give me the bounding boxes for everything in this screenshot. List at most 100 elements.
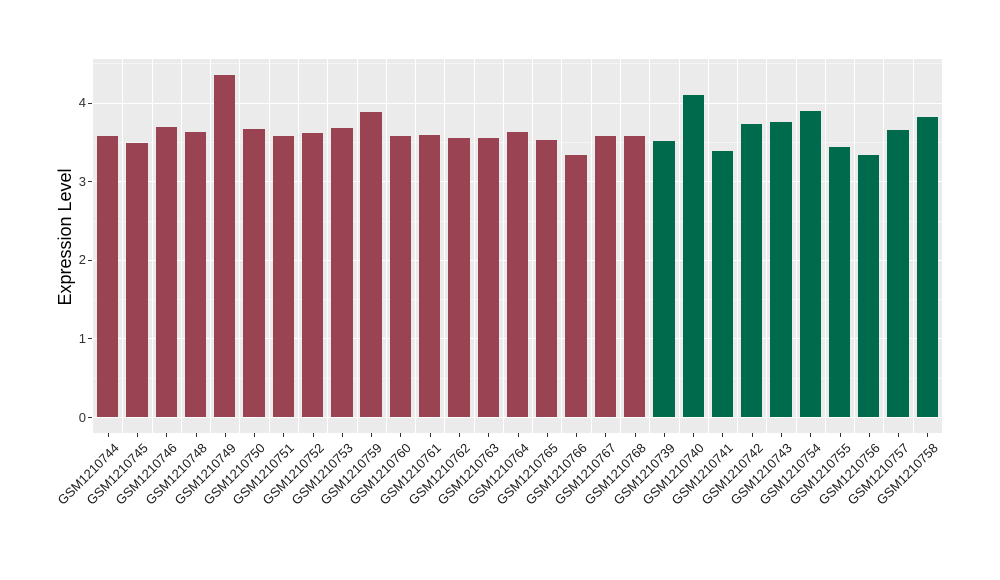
- bar-GSM1210768: [623, 136, 646, 417]
- vertical-gridline: [297, 59, 299, 433]
- bar-GSM1210757: [887, 130, 909, 417]
- x-tick-mark: [429, 433, 431, 437]
- vertical-gridline: [766, 59, 768, 433]
- y-tick-mark: [88, 417, 92, 418]
- bar-GSM1210755: [828, 147, 851, 417]
- x-tick-mark: [312, 433, 314, 437]
- major-gridline: [93, 417, 942, 418]
- x-tick-mark: [107, 433, 109, 437]
- x-tick-mark: [927, 433, 929, 437]
- y-tick-label: 4: [78, 95, 86, 111]
- x-tick-mark: [166, 433, 168, 437]
- vertical-gridline: [151, 59, 153, 433]
- x-tick-mark: [254, 433, 255, 437]
- x-tick-mark: [663, 433, 665, 437]
- vertical-gridline: [473, 59, 475, 433]
- vertical-gridline: [239, 59, 241, 433]
- bar-GSM1210745: [126, 142, 148, 417]
- x-tick-mark: [400, 433, 402, 437]
- vertical-gridline: [415, 59, 416, 433]
- bar-GSM1210761: [419, 134, 441, 417]
- vertical-gridline: [532, 59, 534, 433]
- vertical-gridline: [678, 59, 680, 433]
- x-tick-mark: [341, 433, 343, 437]
- vertical-gridline: [268, 59, 270, 433]
- vertical-gridline: [707, 59, 709, 433]
- vertical-gridline: [444, 59, 446, 433]
- x-tick-mark: [371, 433, 373, 437]
- bar-GSM1210751: [272, 135, 294, 417]
- vertical-gridline: [561, 59, 563, 433]
- y-tick-label: 3: [78, 173, 86, 189]
- vertical-gridline: [210, 59, 212, 433]
- y-tick-label: 0: [78, 409, 86, 425]
- vertical-gridline: [356, 59, 358, 433]
- bar-GSM1210759: [360, 112, 382, 417]
- bar-GSM1210743: [770, 122, 792, 418]
- bar-GSM1210767: [594, 135, 616, 417]
- x-tick-mark: [195, 433, 197, 437]
- x-tick-mark: [868, 433, 870, 437]
- vertical-gridline: [620, 59, 621, 433]
- bar-GSM1210765: [536, 140, 558, 417]
- bar-GSM1210742: [741, 123, 763, 417]
- x-tick-mark: [839, 433, 841, 437]
- x-tick-mark: [605, 433, 607, 437]
- x-tick-mark: [898, 433, 900, 437]
- x-tick-mark: [781, 433, 782, 437]
- bar-GSM1210740: [682, 94, 704, 417]
- bar-GSM1210753: [331, 127, 353, 417]
- x-tick-mark: [810, 433, 812, 437]
- bar-GSM1210763: [477, 138, 499, 417]
- x-tick-mark: [488, 433, 490, 437]
- x-tick-mark: [722, 433, 724, 437]
- y-tick-mark: [88, 102, 92, 104]
- x-tick-mark: [634, 433, 636, 437]
- bar-GSM1210752: [301, 133, 324, 417]
- vertical-gridline: [502, 59, 504, 433]
- minor-gridline: [93, 63, 942, 65]
- x-tick-mark: [224, 433, 226, 437]
- bar-GSM1210739: [653, 141, 675, 417]
- vertical-gridline: [883, 59, 885, 433]
- bar-GSM1210766: [565, 155, 587, 417]
- y-tick-mark: [88, 338, 92, 340]
- bar-GSM1210764: [506, 131, 529, 417]
- bar-GSM1210744: [97, 135, 119, 417]
- y-tick-mark: [88, 181, 92, 183]
- x-tick-mark: [546, 433, 548, 437]
- bar-GSM1210748: [184, 131, 207, 417]
- vertical-gridline: [180, 59, 182, 433]
- bar-GSM1210758: [916, 116, 939, 417]
- x-tick-mark: [283, 433, 285, 437]
- vertical-gridline: [649, 59, 651, 433]
- bar-GSM1210749: [214, 75, 236, 417]
- vertical-gridline: [824, 59, 826, 433]
- bar-GSM1210741: [711, 151, 734, 417]
- bar-GSM1210754: [799, 110, 821, 417]
- vertical-gridline: [854, 59, 856, 433]
- vertical-gridline: [385, 59, 387, 433]
- y-tick-label: 1: [78, 330, 86, 346]
- bar-GSM1210750: [243, 129, 265, 417]
- x-tick-mark: [751, 433, 753, 437]
- vertical-gridline: [122, 59, 124, 433]
- y-tick-mark: [88, 259, 92, 261]
- vertical-gridline: [737, 59, 739, 433]
- vertical-gridline: [590, 59, 592, 433]
- plot-panel: [93, 59, 942, 433]
- vertical-gridline: [795, 59, 797, 433]
- bar-GSM1210756: [858, 154, 880, 417]
- x-tick-mark: [576, 433, 578, 437]
- vertical-gridline: [327, 59, 329, 433]
- x-tick-mark: [136, 433, 138, 437]
- x-tick-mark: [517, 433, 519, 437]
- bar-GSM1210762: [448, 138, 470, 417]
- major-gridline: [93, 102, 942, 104]
- x-tick-mark: [693, 433, 695, 437]
- bar-GSM1210746: [155, 127, 177, 417]
- y-tick-label: 2: [78, 252, 86, 268]
- vertical-gridline: [912, 59, 914, 433]
- bar-GSM1210760: [389, 136, 412, 417]
